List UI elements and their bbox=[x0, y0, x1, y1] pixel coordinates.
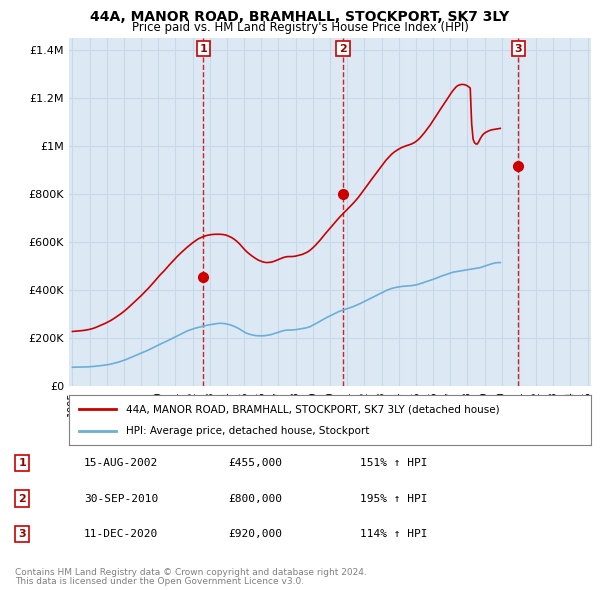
Text: 151% ↑ HPI: 151% ↑ HPI bbox=[360, 458, 427, 468]
Text: 3: 3 bbox=[19, 529, 26, 539]
Text: 44A, MANOR ROAD, BRAMHALL, STOCKPORT, SK7 3LY: 44A, MANOR ROAD, BRAMHALL, STOCKPORT, SK… bbox=[91, 9, 509, 24]
Text: HPI: Average price, detached house, Stockport: HPI: Average price, detached house, Stoc… bbox=[127, 427, 370, 437]
Text: 114% ↑ HPI: 114% ↑ HPI bbox=[360, 529, 427, 539]
Text: 11-DEC-2020: 11-DEC-2020 bbox=[84, 529, 158, 539]
Text: 1: 1 bbox=[199, 44, 207, 54]
Text: 44A, MANOR ROAD, BRAMHALL, STOCKPORT, SK7 3LY (detached house): 44A, MANOR ROAD, BRAMHALL, STOCKPORT, SK… bbox=[127, 404, 500, 414]
Text: £800,000: £800,000 bbox=[228, 494, 282, 503]
Text: 2: 2 bbox=[339, 44, 347, 54]
Text: 2: 2 bbox=[19, 494, 26, 503]
Text: 3: 3 bbox=[514, 44, 522, 54]
Text: £920,000: £920,000 bbox=[228, 529, 282, 539]
Text: Contains HM Land Registry data © Crown copyright and database right 2024.: Contains HM Land Registry data © Crown c… bbox=[15, 568, 367, 577]
Text: £455,000: £455,000 bbox=[228, 458, 282, 468]
Text: 30-SEP-2010: 30-SEP-2010 bbox=[84, 494, 158, 503]
Text: 15-AUG-2002: 15-AUG-2002 bbox=[84, 458, 158, 468]
Text: This data is licensed under the Open Government Licence v3.0.: This data is licensed under the Open Gov… bbox=[15, 577, 304, 586]
Text: 195% ↑ HPI: 195% ↑ HPI bbox=[360, 494, 427, 503]
Text: 1: 1 bbox=[19, 458, 26, 468]
Text: Price paid vs. HM Land Registry's House Price Index (HPI): Price paid vs. HM Land Registry's House … bbox=[131, 21, 469, 34]
